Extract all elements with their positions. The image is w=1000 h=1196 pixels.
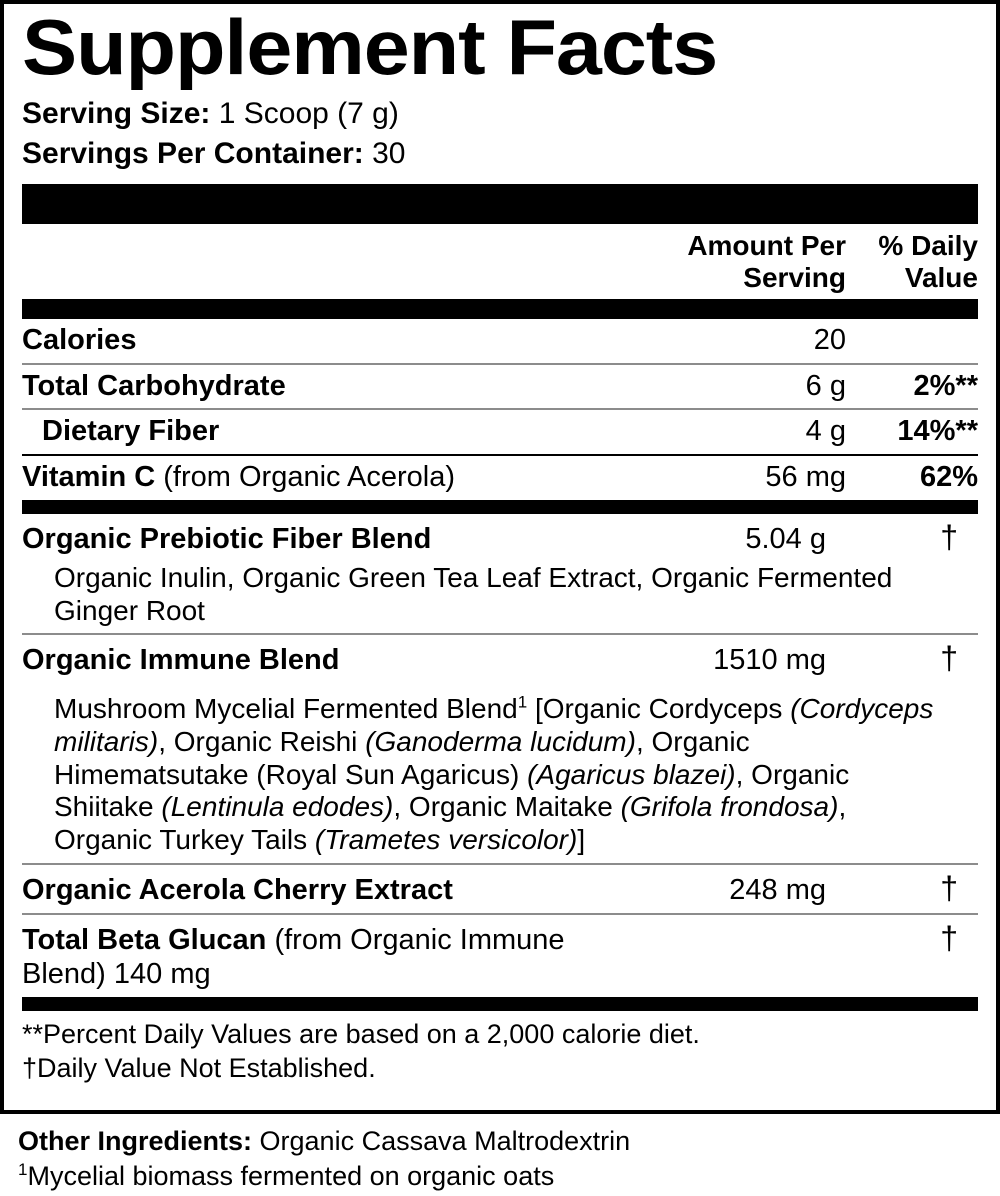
servings-per-container-label: Servings Per Container: — [22, 136, 364, 170]
row-dv: 14%** — [897, 415, 978, 448]
other-ingredients-label: Other Ingredients: — [18, 1126, 253, 1156]
row-amount: 4 g — [805, 415, 846, 448]
facts-panel: Supplement Facts Serving Size: 1 Scoop (… — [0, 0, 1000, 1114]
divider-bar-small — [22, 500, 978, 514]
row-label-suffix: (from Organic Acerola) — [155, 461, 455, 494]
other-ingredients-line: Other Ingredients: Organic Cassava Maltr… — [18, 1124, 982, 1159]
table-row: Organic Immune Blend 1510 mg † — [22, 635, 978, 683]
divider-bar-footnote — [22, 997, 978, 1012]
divider-bar-thick — [22, 183, 978, 224]
amount-per-serving-header: Amount Per Serving — [687, 229, 846, 294]
facts-panel-inner: Supplement Facts Serving Size: 1 Scoop (… — [22, 4, 978, 1110]
row-label-text: Vitamin C — [22, 461, 156, 494]
other-ingredients-value: Organic Cassava Maltrodextrin — [252, 1126, 631, 1156]
serving-size-value: 1 Scoop (7 g) — [210, 97, 399, 131]
row-label-suffix: (from Organic Immune Blend) 140 mg — [22, 923, 565, 991]
blend-description: Organic Inulin, Organic Green Tea Leaf E… — [54, 561, 893, 626]
footnote-marker: 1 — [517, 692, 528, 712]
row-dv: † — [940, 640, 958, 677]
row-label-text: Organic Immune Blend — [22, 644, 340, 677]
row-label: Vitamin C (from Organic Acerola) — [22, 460, 596, 495]
column-headers: Amount Per Serving % Daily Value — [22, 224, 978, 299]
row-divider — [22, 862, 978, 865]
servings-per-container-line: Servings Per Container: 30 — [22, 134, 978, 174]
table-row: Vitamin C (from Organic Acerola) 56 mg 6… — [22, 456, 978, 500]
footnote-marker: 1 — [18, 1160, 28, 1180]
row-label: Calories — [22, 323, 596, 358]
divider-bar-medium — [22, 298, 978, 319]
row-label-text: Total Carbohydrate — [22, 369, 286, 402]
mycelial-footnote-line: 1Mycelial biomass fermented on organic o… — [18, 1159, 982, 1194]
row-label: Organic Acerola Cherry Extract — [22, 873, 576, 908]
row-label: Organic Immune Blend — [22, 643, 576, 678]
row-amount: 56 mg — [765, 461, 846, 494]
row-dv: 2%** — [913, 369, 979, 402]
blend-desc-rest: [Organic Cordyceps (Cordyceps militaris)… — [54, 693, 934, 856]
spacer — [22, 683, 978, 693]
table-row: Organic Acerola Cherry Extract 248 mg † — [22, 865, 978, 915]
row-label-text: Organic Prebiotic Fiber Blend — [22, 523, 432, 555]
servings-per-container-value: 30 — [363, 136, 406, 170]
row-dv: 62% — [919, 461, 978, 494]
row-dv: † — [940, 519, 958, 555]
row-label-text: Organic Acerola Cherry Extract — [22, 873, 453, 906]
row-label-text: Total Beta Glucan — [22, 923, 267, 956]
row-label-text: Calories — [22, 323, 137, 356]
footnote-dagger: †Daily Value Not Established. — [22, 1053, 376, 1084]
row-amount: 1510 mg — [713, 644, 826, 677]
table-row: Calories 20 — [22, 319, 978, 365]
row-amount: 20 — [813, 323, 846, 356]
table-row: Dietary Fiber 4 g 14%** — [22, 410, 978, 457]
mycelial-footnote-text: Mycelial biomass fermented on organic oa… — [27, 1161, 555, 1192]
serving-info: Serving Size: 1 Scoop (7 g) Servings Per… — [22, 94, 978, 174]
blend-desc-lead: Mushroom Mycelial Fermented Blend — [54, 693, 518, 725]
other-ingredients-section: Other Ingredients: Organic Cassava Maltr… — [18, 1124, 982, 1194]
immune-blend-description: Mushroom Mycelial Fermented Blend1 [Orga… — [22, 693, 978, 863]
row-label: Total Beta Glucan (from Organic Immune B… — [22, 923, 639, 993]
footnote-percent-dv: **Percent Daily Values are based on a 2,… — [22, 1019, 700, 1050]
serving-size-label: Serving Size: — [22, 97, 211, 131]
row-amount: 5.04 g — [745, 523, 826, 555]
row-label: Organic Prebiotic Fiber Blend — [22, 522, 576, 557]
row-label: Dietary Fiber — [22, 414, 596, 449]
table-row: Total Beta Glucan (from Organic Immune B… — [22, 915, 978, 998]
table-row: Total Carbohydrate 6 g 2%** — [22, 365, 978, 411]
row-dv: † — [940, 869, 958, 906]
serving-size-line: Serving Size: 1 Scoop (7 g) — [22, 94, 978, 134]
row-label: Total Carbohydrate — [22, 369, 596, 404]
percent-daily-value-header: % Daily Value — [878, 229, 978, 294]
row-amount: 6 g — [805, 369, 846, 402]
row-divider — [22, 633, 978, 636]
footnotes: **Percent Daily Values are based on a 2,… — [22, 1011, 978, 1085]
row-dv: † — [940, 919, 958, 956]
row-amount: 248 mg — [729, 873, 826, 906]
table-row: Organic Prebiotic Fiber Blend 5.04 g † — [22, 514, 978, 562]
page-title: Supplement Facts — [22, 3, 718, 91]
row-label-text: Dietary Fiber — [42, 415, 220, 448]
